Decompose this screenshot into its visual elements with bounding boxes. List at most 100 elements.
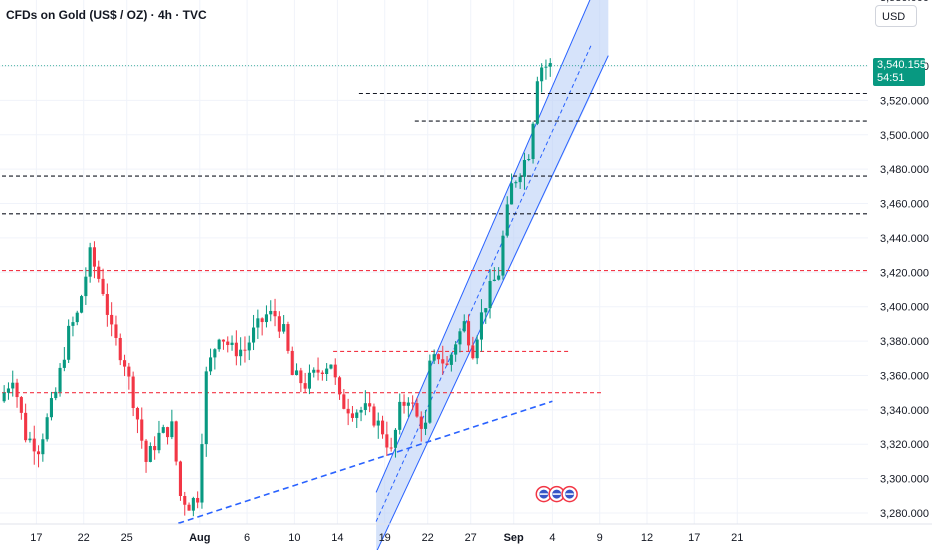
candle-body [350, 413, 354, 418]
candle-body [449, 354, 453, 365]
candle-body [359, 409, 363, 413]
candle-body [540, 67, 544, 82]
regression-channel[interactable] [375, 0, 609, 550]
price-tick-label: 3,380.000 [880, 336, 929, 348]
candle-body [114, 324, 118, 338]
candle-body [527, 159, 531, 161]
time-tick-label: 22 [422, 532, 434, 544]
candle-body [299, 370, 303, 384]
candle-body [118, 337, 122, 361]
time-tick-label: 14 [331, 532, 343, 544]
price-tick-label: 3,400.000 [880, 302, 929, 314]
candle-body [286, 324, 290, 351]
candle-body [19, 397, 23, 413]
candle-body [32, 438, 36, 452]
price-tick-label: 3,280.000 [880, 508, 929, 520]
bar-countdown: 54:51 [877, 72, 905, 84]
candle-body [398, 401, 402, 430]
candle-body [424, 422, 428, 429]
candle-body [484, 308, 488, 313]
trendline-line[interactable] [178, 400, 553, 525]
candle-body [183, 496, 187, 505]
candle-body [471, 345, 475, 359]
candle-body [166, 427, 170, 438]
time-tick-label: 6 [244, 532, 250, 544]
currency-selector[interactable]: USD [875, 5, 917, 27]
candle-body [505, 204, 509, 236]
candle-body [346, 408, 350, 414]
candle-body [312, 369, 316, 373]
trendline[interactable] [178, 400, 553, 525]
candle-body [54, 391, 58, 399]
price-tick-label: 3,460.000 [880, 199, 929, 211]
candle-body [389, 447, 393, 449]
candle-body [428, 360, 432, 423]
candle-body [161, 427, 165, 433]
candle-body [522, 159, 526, 177]
candle-body [497, 275, 501, 280]
candle-body [402, 401, 406, 406]
price-tick-label: 3,360.000 [880, 370, 929, 382]
time-tick-label: 4 [549, 532, 555, 544]
candle-body [376, 420, 380, 426]
price-axis[interactable]: 3,280.000 3,300.000 3,320.000 3,340.000 3,36… [868, 0, 932, 550]
time-tick-label: 17 [688, 532, 700, 544]
channel-upper-line[interactable] [375, 0, 608, 493]
candle-body [432, 354, 436, 361]
price-tick-label: 3,580.000 [880, 0, 929, 4]
candle-body [75, 312, 79, 323]
candle-body [411, 402, 415, 404]
candle-body [303, 383, 307, 389]
time-axis[interactable]: 17 22 25 Aug 6 10 14 19 22 27 Sep 4 9 12 17 21 [0, 523, 932, 544]
candle-body [209, 357, 213, 372]
candle-body [135, 408, 139, 420]
candle-body [234, 342, 238, 357]
price-tick-label: 3,440.000 [880, 233, 929, 245]
candle-body [71, 322, 75, 326]
chart-title: CFDs on Gold (US$ / OZ) · 4h · TVC [6, 8, 207, 22]
channel-mid-line[interactable] [375, 45, 592, 522]
candle-body [381, 420, 385, 435]
candle-body [445, 363, 449, 365]
candle-body [492, 279, 496, 281]
candle-body [226, 341, 230, 345]
candle-body [45, 417, 49, 440]
candle-body [454, 344, 458, 355]
candle-body [458, 331, 462, 345]
candle-body [191, 497, 195, 511]
candle-body [518, 176, 522, 183]
candle-body [479, 312, 483, 340]
candle-body [123, 360, 127, 367]
time-tick-label: 17 [30, 532, 42, 544]
candle-body [67, 325, 71, 360]
candle-body [510, 183, 514, 205]
economic-events[interactable] [535, 485, 578, 503]
candle-body [475, 339, 479, 359]
time-tick-label: 12 [641, 532, 653, 544]
candle-body [277, 316, 281, 332]
candle-body [548, 63, 552, 67]
candle-body [333, 364, 337, 378]
channel-lower-line[interactable] [376, 55, 609, 550]
candle-body [110, 314, 114, 325]
candle-body [49, 398, 53, 418]
candle-body [295, 370, 299, 375]
candle-body [368, 403, 372, 407]
candle-body [97, 266, 101, 279]
candle-body [131, 376, 135, 409]
candle-body [221, 339, 225, 342]
candle-body [84, 276, 88, 297]
candle-body [419, 416, 423, 429]
time-tick-label: 22 [78, 532, 90, 544]
candle-body [2, 392, 6, 402]
candle-body [535, 81, 539, 124]
horizontal-levels[interactable] [2, 65, 868, 394]
candle-body [501, 235, 505, 276]
candle-body [282, 324, 286, 332]
price-tick-label: 3,300.000 [880, 474, 929, 486]
candle-body [11, 382, 15, 389]
candle-body [6, 388, 10, 393]
time-tick-label: Sep [504, 532, 524, 544]
candle-body [316, 369, 320, 373]
